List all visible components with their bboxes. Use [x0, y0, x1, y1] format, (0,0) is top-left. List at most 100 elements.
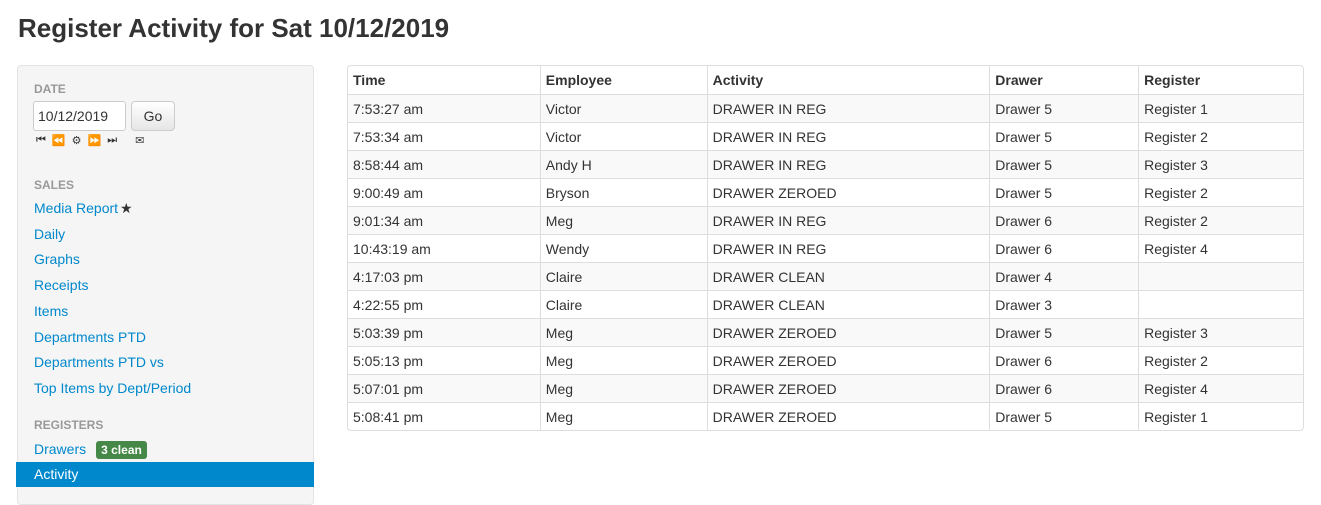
activity-table: Time Employee Activity Drawer Register 7:53:… [347, 65, 1304, 431]
table-row: 5:07:01 pm Meg DRAWER ZEROED Drawer 6 Regist… [348, 374, 1303, 402]
table-cell: DRAWER ZEROED [706, 318, 990, 346]
table-row: 10:43:19 am Wendy DRAWER IN REG Drawer 6 Reg… [348, 234, 1303, 262]
table-cell: Register 2 [1138, 178, 1303, 206]
table-cell [1138, 290, 1303, 318]
star-icon[interactable]: ★ [120, 200, 133, 216]
drawers-label: Drawers [34, 441, 87, 457]
sales-header: SALES [34, 178, 75, 192]
table-cell: Register 2 [1138, 346, 1303, 374]
table-cell: Meg [539, 402, 707, 430]
table-cell: Register 2 [1138, 206, 1303, 234]
page-title: Register Activity for Sat 10/12/2019 [18, 13, 450, 43]
gear-icon[interactable]: ⚙ [71, 135, 82, 147]
fast-forward-icon[interactable]: ⏩ [87, 135, 102, 147]
table-cell: DRAWER IN REG [706, 122, 990, 150]
date-header: DATE [34, 82, 66, 96]
table-cell: Meg [539, 206, 707, 234]
go-button[interactable]: Go [131, 101, 175, 131]
table-row: 9:01:34 am Meg DRAWER IN REG Drawer 6 Regist… [348, 206, 1303, 234]
table-cell: 7:53:34 am [348, 122, 540, 150]
email-icon[interactable]: ✉ [135, 135, 145, 147]
table-cell: Drawer 5 [989, 150, 1139, 178]
table-cell: Drawer 5 [989, 122, 1139, 150]
table-row: 9:00:49 am Bryson DRAWER ZEROED Drawer 5 Reg… [348, 178, 1303, 206]
table-cell: DRAWER ZEROED [706, 374, 990, 402]
date-input[interactable] [33, 101, 126, 131]
table-cell: 9:01:34 am [348, 206, 540, 234]
sidebar-item-departments-ptd[interactable]: Departments PTD [34, 328, 147, 345]
table-cell: Register 4 [1138, 234, 1303, 262]
status-badge: 3 clean [96, 441, 147, 459]
sidebar-item-top-items-by-dept-period[interactable]: Top Items by Dept/Period [34, 379, 192, 396]
table-cell: 5:05:13 pm [348, 346, 540, 374]
first-icon[interactable]: ⏮ [36, 134, 46, 146]
table-row: 7:53:34 am Victor DRAWER IN REG Drawer 5 Reg… [348, 122, 1303, 150]
table-cell: Register 2 [1138, 122, 1303, 150]
table-cell: Claire [539, 290, 707, 318]
table-cell: Drawer 3 [989, 290, 1139, 318]
table-cell: Drawer 6 [989, 346, 1139, 374]
table-cell: Drawer 5 [989, 402, 1139, 430]
table-cell: 10:43:19 am [348, 234, 540, 262]
table-cell: Drawer 5 [989, 178, 1139, 206]
table-cell: Drawer 6 [989, 206, 1139, 234]
sidebar-item-activity[interactable]: Activity [16, 462, 314, 487]
sidebar-item-media-report[interactable]: Media Report [34, 200, 119, 216]
table-row: 8:58:44 am Andy H DRAWER IN REG Drawer 5 Reg… [348, 150, 1303, 178]
table-cell: Register 3 [1138, 318, 1303, 346]
table-cell: Drawer 5 [989, 318, 1139, 346]
table-cell: Drawer 5 [989, 94, 1139, 122]
table-cell: 5:07:01 pm [348, 374, 540, 402]
registers-header: REGISTERS [34, 418, 104, 432]
table-cell: Claire [539, 262, 707, 290]
table-cell: Meg [539, 374, 707, 402]
last-icon[interactable]: ⏭ [107, 134, 118, 146]
table-cell: 8:58:44 am [348, 150, 540, 178]
table-cell: DRAWER CLEAN [706, 262, 990, 290]
sidebar-item-items[interactable]: Items [34, 302, 69, 319]
sidebar-item-drawers[interactable]: Drawers 3 clean [34, 441, 147, 459]
table-cell: Meg [539, 346, 707, 374]
sidebar-item-receipts[interactable]: Receipts [34, 277, 89, 294]
table-cell: Register 1 [1138, 94, 1303, 122]
table-row: 4:17:03 pm Claire DRAWER CLEAN Drawer 4 [348, 262, 1303, 290]
table-cell: Meg [539, 318, 707, 346]
table-cell: DRAWER IN REG [706, 206, 990, 234]
table-cell: Victor [539, 94, 707, 122]
table-cell: DRAWER IN REG [706, 234, 990, 262]
table-cell: 9:00:49 am [348, 178, 540, 206]
sidebar: DATE Go ⏮ ⏪ ⚙ ⏩ ⏭ ✉ SALES Media Report ★… [16, 65, 314, 505]
table-row: 5:08:41 pm Meg DRAWER ZEROED Drawer 5 Regist… [348, 402, 1303, 430]
column-header: Employee [539, 66, 707, 94]
sidebar-item-daily[interactable]: Daily [34, 225, 66, 242]
table-row: 5:05:13 pm Meg DRAWER ZEROED Drawer 6 Regist… [348, 346, 1303, 374]
sidebar-item-departments-ptd-vs[interactable]: Departments PTD vs [34, 354, 164, 371]
table-cell: DRAWER IN REG [706, 94, 990, 122]
table-cell: DRAWER ZEROED [706, 402, 990, 430]
table-cell: Drawer 6 [989, 374, 1139, 402]
table-row: 7:53:27 am Victor DRAWER IN REG Drawer 5 Reg… [348, 94, 1303, 122]
table-cell: Wendy [539, 234, 707, 262]
table-cell: Register 3 [1138, 150, 1303, 178]
table-cell: Drawer 4 [989, 262, 1139, 290]
table-cell: DRAWER ZEROED [706, 178, 990, 206]
column-header: Time [353, 72, 386, 88]
table-row: 5:03:39 pm Meg DRAWER ZEROED Drawer 5 Regist… [348, 318, 1303, 346]
sidebar-item-graphs[interactable]: Graphs [34, 251, 80, 268]
table-cell: DRAWER ZEROED [706, 346, 990, 374]
column-header: Activity [706, 66, 990, 94]
column-header: Register [1138, 66, 1303, 94]
table-cell: 5:08:41 pm [348, 402, 540, 430]
table-cell: Drawer 6 [989, 234, 1139, 262]
table-cell: 5:03:39 pm [348, 318, 540, 346]
table-cell: 7:53:27 am [348, 94, 540, 122]
rewind-icon[interactable]: ⏪ [51, 135, 66, 147]
table-cell: Victor [539, 122, 707, 150]
table-cell: Register 4 [1138, 374, 1303, 402]
table-cell: 4:22:55 pm [348, 290, 540, 318]
table-row: 4:22:55 pm Claire DRAWER CLEAN Drawer 3 [348, 290, 1303, 318]
table-cell: DRAWER CLEAN [706, 290, 990, 318]
column-header: Drawer [989, 66, 1138, 94]
table-cell: Register 1 [1138, 402, 1303, 430]
table-cell [1138, 262, 1303, 290]
